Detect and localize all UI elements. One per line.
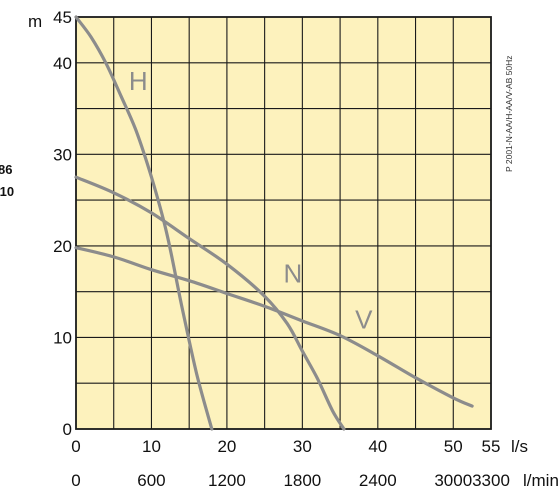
- x2-tick-label: 3000: [434, 471, 472, 489]
- x2-unit-label: l/min: [523, 471, 559, 489]
- curve-v: [74, 246, 474, 408]
- x2-tick-label: 600: [137, 471, 165, 489]
- curve-n: [74, 175, 346, 431]
- x-unit-label: l/s: [511, 437, 528, 456]
- x2-tick-label: 3300: [472, 471, 510, 489]
- x-tick-label: 55: [482, 437, 501, 456]
- plot-area: [76, 17, 491, 429]
- curve-label-v: V: [355, 304, 373, 334]
- curve-label-n: N: [284, 259, 303, 289]
- y-tick-label: 40: [53, 54, 72, 73]
- grid-lines: [76, 17, 491, 429]
- side-text-line-1: 86: [0, 162, 12, 177]
- plot-border: [75, 16, 492, 430]
- x-tick-label: 10: [142, 437, 161, 456]
- side-text-line-2: /10: [0, 184, 14, 199]
- chart-reference-code: P 2001-N-AA/H-AA/V-AB 50Hz: [504, 55, 514, 172]
- y-tick-label: 45: [53, 8, 72, 27]
- x2-tick-label: 0: [71, 471, 80, 489]
- x-tick-label: 40: [368, 437, 387, 456]
- x-tick-label: 0: [71, 437, 80, 456]
- y-tick-label: 10: [53, 328, 72, 347]
- curve-h: [74, 15, 214, 431]
- x-tick-label: 20: [217, 437, 236, 456]
- x2-tick-label: 2400: [359, 471, 397, 489]
- y-unit-label: m: [28, 12, 42, 31]
- x-tick-label: 30: [293, 437, 312, 456]
- x-tick-label: 50: [444, 437, 463, 456]
- y-tick-label: 0: [63, 420, 72, 439]
- x2-tick-label: 1200: [208, 471, 246, 489]
- y-tick-label: 30: [53, 145, 72, 164]
- curve-label-h: H: [129, 66, 148, 96]
- x2-tick-label: 1800: [283, 471, 321, 489]
- y-tick-label: 20: [53, 237, 72, 256]
